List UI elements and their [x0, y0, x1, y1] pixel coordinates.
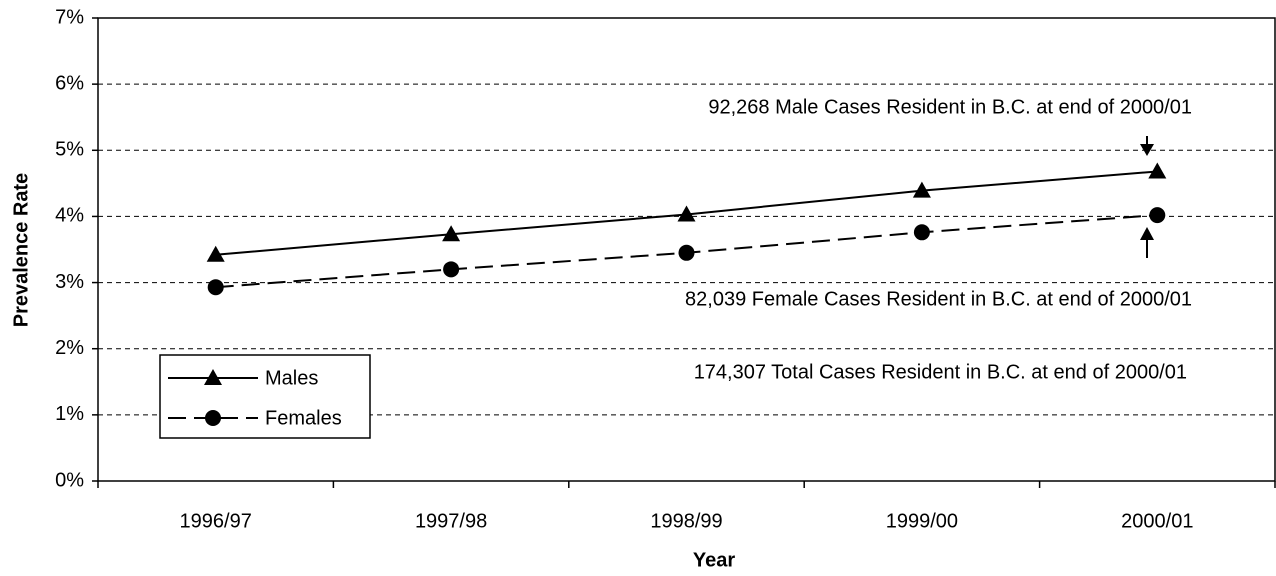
- marker: [442, 225, 461, 242]
- y-tick-label: 0%: [55, 469, 84, 491]
- marker: [206, 245, 225, 262]
- legend-label: Males: [265, 367, 318, 389]
- annotation: 92,268 Male Cases Resident in B.C. at en…: [708, 96, 1192, 118]
- x-tick-label: 2000/01: [1121, 510, 1193, 532]
- marker: [912, 181, 931, 198]
- marker: [677, 205, 696, 222]
- y-tick-label: 1%: [55, 403, 84, 425]
- marker: [207, 279, 224, 296]
- arrows: [1140, 136, 1154, 258]
- y-tick-label: 6%: [55, 72, 84, 94]
- x-tick-label: 1999/00: [886, 510, 958, 532]
- marker: [443, 261, 460, 278]
- y-tick-label: 4%: [55, 205, 84, 227]
- annotation: 82,039 Female Cases Resident in B.C. at …: [685, 288, 1192, 310]
- x-tick-label: 1996/97: [180, 510, 252, 532]
- marker: [913, 224, 930, 241]
- plot-border: [97, 17, 1276, 482]
- y-tick-label: 7%: [55, 6, 84, 28]
- marker: [1148, 162, 1167, 179]
- legend-box: [159, 354, 371, 439]
- y-tick-label: 5%: [55, 139, 84, 161]
- legend-label: Females: [265, 407, 342, 429]
- marker: [204, 369, 222, 385]
- x-tick-label: 1997/98: [415, 510, 487, 532]
- x-tick-label: 1998/99: [650, 510, 722, 532]
- annotation: 174,307 Total Cases Resident in B.C. at …: [694, 361, 1187, 383]
- marker: [1149, 207, 1166, 224]
- marker: [205, 410, 221, 426]
- y-tick-label: 2%: [55, 337, 84, 359]
- y-axis-title: Prevalence Rate: [10, 173, 32, 328]
- x-axis-title: Year: [693, 549, 735, 571]
- marker: [678, 244, 695, 261]
- y-tick-label: 3%: [55, 271, 84, 293]
